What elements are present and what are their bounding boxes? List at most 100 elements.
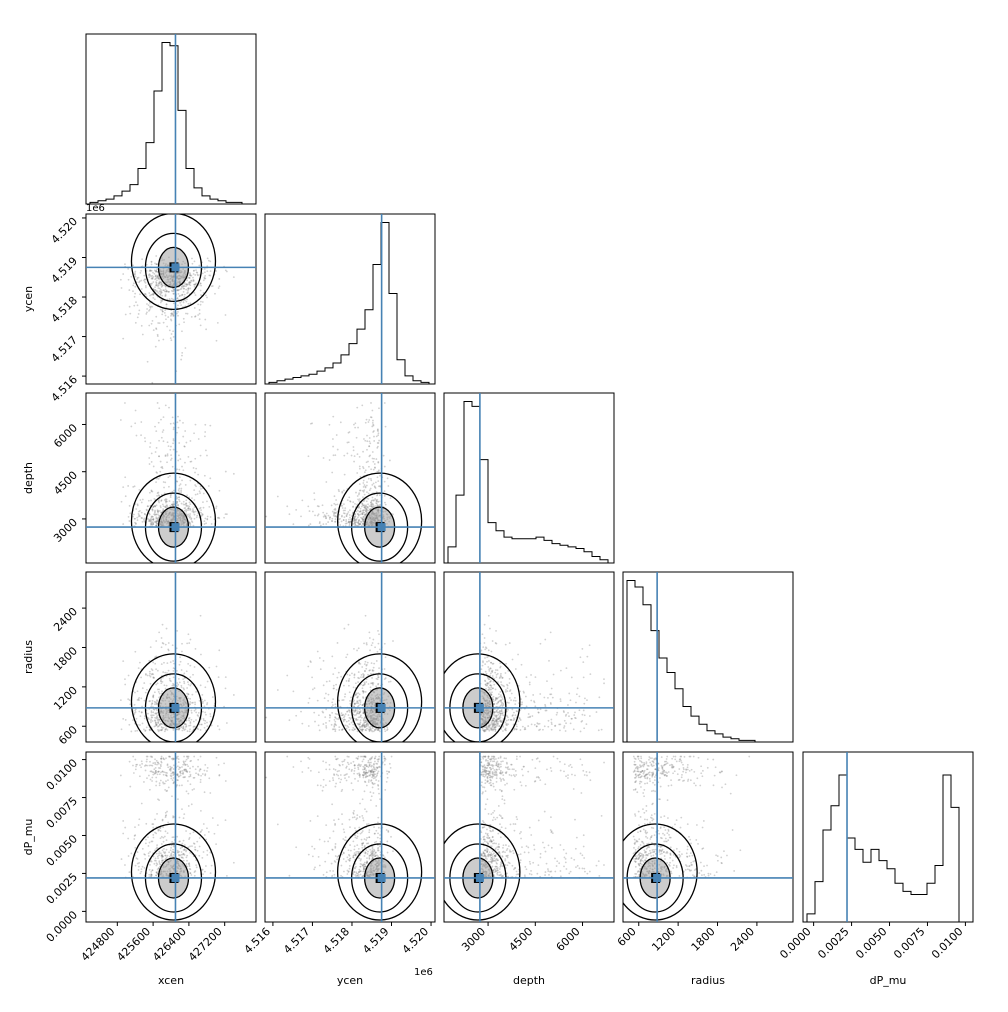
sample-point <box>359 663 361 665</box>
sample-point <box>134 296 136 298</box>
sample-point <box>153 498 155 500</box>
sample-point <box>179 420 181 422</box>
sample-point <box>206 725 208 727</box>
sample-point <box>150 683 152 685</box>
sample-point <box>154 719 156 721</box>
sample-point <box>188 505 190 507</box>
sample-point <box>371 677 373 679</box>
sample-point <box>359 716 361 718</box>
sample-point <box>497 723 499 725</box>
sample-point <box>357 513 359 515</box>
sample-point <box>551 688 553 690</box>
sample-point <box>203 507 205 509</box>
sample-point <box>208 485 210 487</box>
sample-point <box>151 716 153 718</box>
sample-point <box>136 278 138 280</box>
sample-point <box>323 457 325 459</box>
sample-point <box>513 700 515 702</box>
sample-point <box>197 303 199 305</box>
sample-point <box>157 773 159 775</box>
sample-point <box>133 305 135 307</box>
sample-point <box>148 304 150 306</box>
sample-point <box>190 725 192 727</box>
sample-point <box>181 730 183 732</box>
sample-point <box>360 521 362 523</box>
sample-point <box>211 865 213 867</box>
sample-point <box>172 644 174 646</box>
sample-point <box>172 815 174 817</box>
sample-point <box>183 288 185 290</box>
sample-point <box>531 724 533 726</box>
sample-point <box>186 298 188 300</box>
sample-point <box>194 274 196 276</box>
sample-point <box>172 466 174 468</box>
sample-point <box>334 716 336 718</box>
sample-point <box>193 499 195 501</box>
sample-point <box>348 441 350 443</box>
sample-point <box>331 656 333 658</box>
sample-point <box>176 298 178 300</box>
sample-point <box>158 478 160 480</box>
sample-point <box>190 783 192 785</box>
sample-point <box>377 505 379 507</box>
sample-point <box>190 518 192 520</box>
sample-point <box>163 643 165 645</box>
sample-point <box>292 523 294 525</box>
sample-point <box>496 715 498 717</box>
sample-point <box>559 729 561 731</box>
sample-point <box>518 720 520 722</box>
sample-point <box>500 673 502 675</box>
sample-point <box>357 681 359 683</box>
sample-point <box>132 516 134 518</box>
sample-point <box>151 874 153 876</box>
sample-point <box>152 523 154 525</box>
sample-point <box>152 510 154 512</box>
sample-point <box>181 503 183 505</box>
sample-point <box>498 693 500 695</box>
sample-point <box>149 673 151 675</box>
sample-point <box>157 292 159 294</box>
sample-point <box>155 781 157 783</box>
sample-point <box>135 276 137 278</box>
sample-point <box>349 711 351 713</box>
sample-point <box>151 264 153 266</box>
sample-point <box>362 451 364 453</box>
sample-point <box>183 318 185 320</box>
sample-point <box>186 642 188 644</box>
sample-point <box>149 869 151 871</box>
sample-point <box>195 772 197 774</box>
sample-point <box>185 289 187 291</box>
sample-point <box>187 681 189 683</box>
sample-point <box>134 422 136 424</box>
sample-point <box>370 728 372 730</box>
sample-point <box>133 514 135 516</box>
sample-point <box>189 523 191 525</box>
sample-point <box>358 494 360 496</box>
sample-point <box>160 837 162 839</box>
sample-point <box>142 521 144 523</box>
sample-point <box>211 523 213 525</box>
sample-point <box>548 720 550 722</box>
sample-point <box>156 813 158 815</box>
sample-point <box>376 500 378 502</box>
sample-point <box>500 676 502 678</box>
sample-point <box>179 476 181 478</box>
sample-point <box>365 469 367 471</box>
sample-point <box>151 703 153 705</box>
sample-point <box>334 703 336 705</box>
sample-point <box>384 643 386 645</box>
sample-point <box>505 729 507 731</box>
sample-point <box>329 717 331 719</box>
sample-point <box>536 722 538 724</box>
sample-point <box>148 325 150 327</box>
sample-point <box>337 449 339 451</box>
sample-point <box>322 512 324 514</box>
sample-point <box>362 519 364 521</box>
sample-point <box>189 845 191 847</box>
sample-point <box>134 712 136 714</box>
sample-point <box>307 505 309 507</box>
sample-point <box>153 863 155 865</box>
sample-point <box>184 462 186 464</box>
sample-point <box>185 499 187 501</box>
sample-point <box>363 491 365 493</box>
